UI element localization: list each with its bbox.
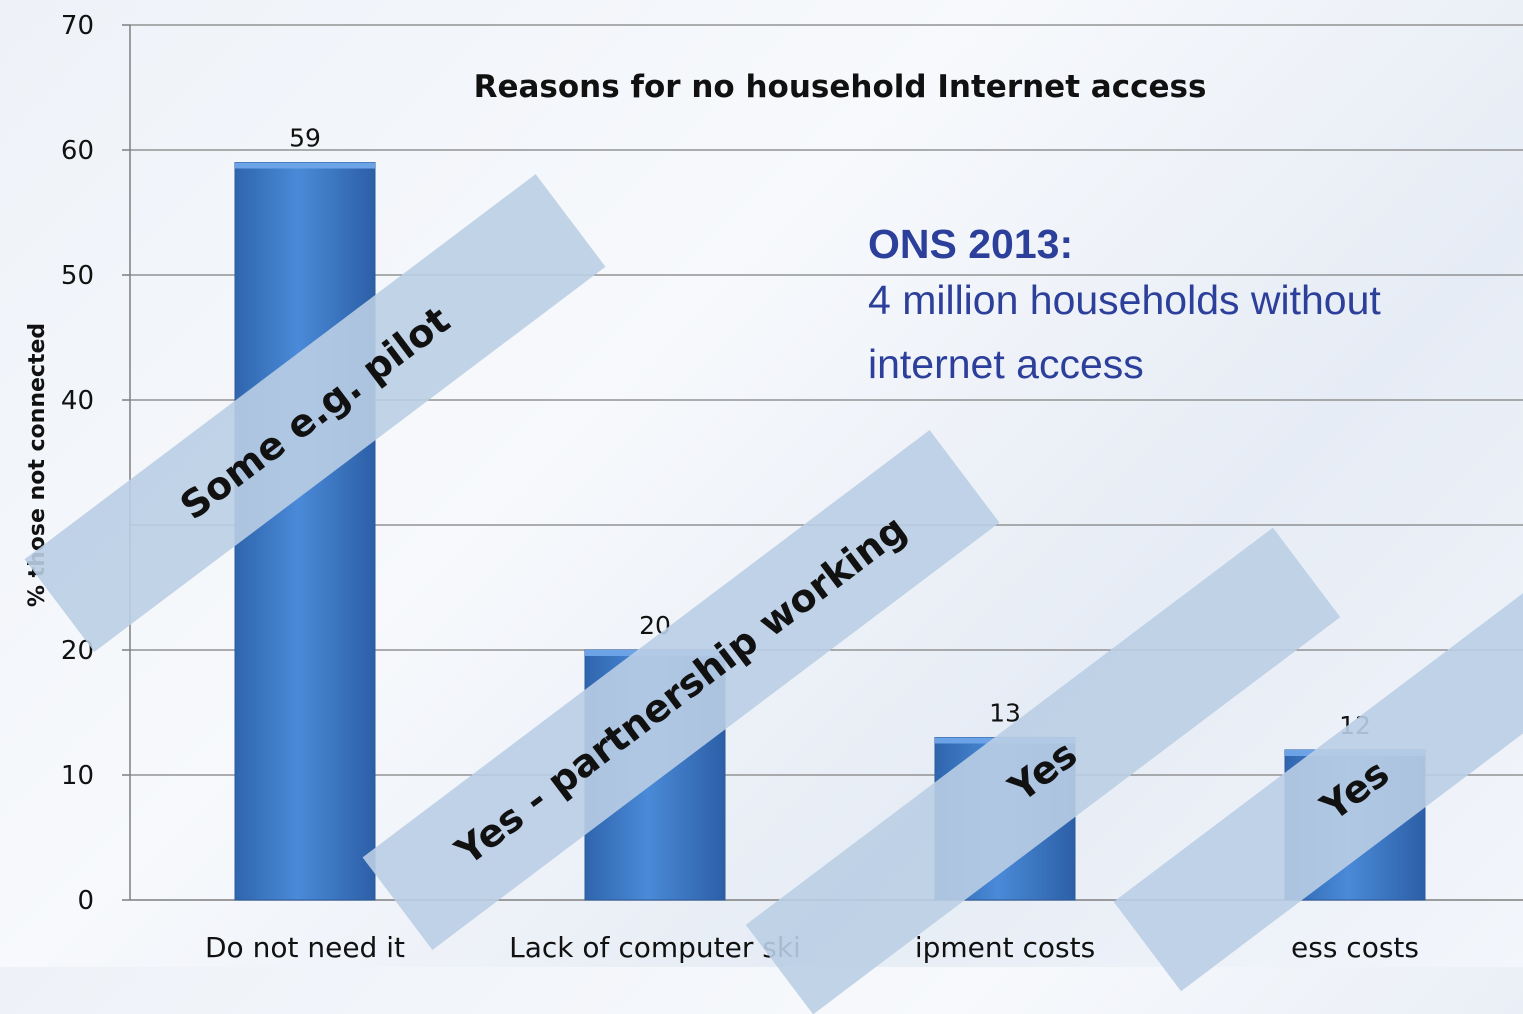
bar-top-highlight — [235, 162, 375, 169]
y-tick-label: 0 — [77, 886, 94, 916]
ons-annotation: ONS 2013: 4 million households without i… — [868, 220, 1523, 396]
category-label: Do not need it — [205, 931, 405, 964]
y-tick-label: 70 — [61, 11, 94, 41]
category-label: ess costs — [1291, 931, 1419, 964]
annotation-heading: ONS 2013: — [868, 221, 1074, 267]
y-tick-label: 10 — [61, 761, 94, 791]
bar — [234, 162, 376, 901]
y-tick-label: 60 — [61, 136, 94, 166]
y-tick-label: 50 — [61, 261, 94, 291]
chart-title: Reasons for no household Internet access — [474, 69, 1207, 105]
category-label: Lack of computer ski — [509, 931, 801, 964]
annotation-text: 4 million households without internet ac… — [868, 277, 1381, 387]
category-label: ipment costs — [915, 931, 1095, 964]
data-label: 59 — [289, 124, 321, 153]
y-tick-label: 40 — [61, 386, 94, 416]
